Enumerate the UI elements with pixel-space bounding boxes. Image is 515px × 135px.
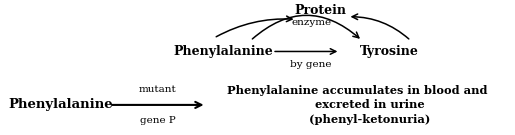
Text: Phenylalanine accumulates in blood and
      excreted in urine
      (phenyl-ket: Phenylalanine accumulates in blood and e… (227, 85, 488, 125)
Text: gene P: gene P (140, 116, 176, 125)
Text: Phenylalanine: Phenylalanine (174, 45, 273, 58)
Text: mutant: mutant (139, 85, 177, 94)
Text: enzyme: enzyme (291, 18, 331, 27)
Text: by gene: by gene (290, 60, 332, 69)
Text: Tyrosine: Tyrosine (359, 45, 418, 58)
Text: Protein: Protein (295, 4, 347, 17)
Text: Phenylalanine: Phenylalanine (8, 98, 113, 111)
